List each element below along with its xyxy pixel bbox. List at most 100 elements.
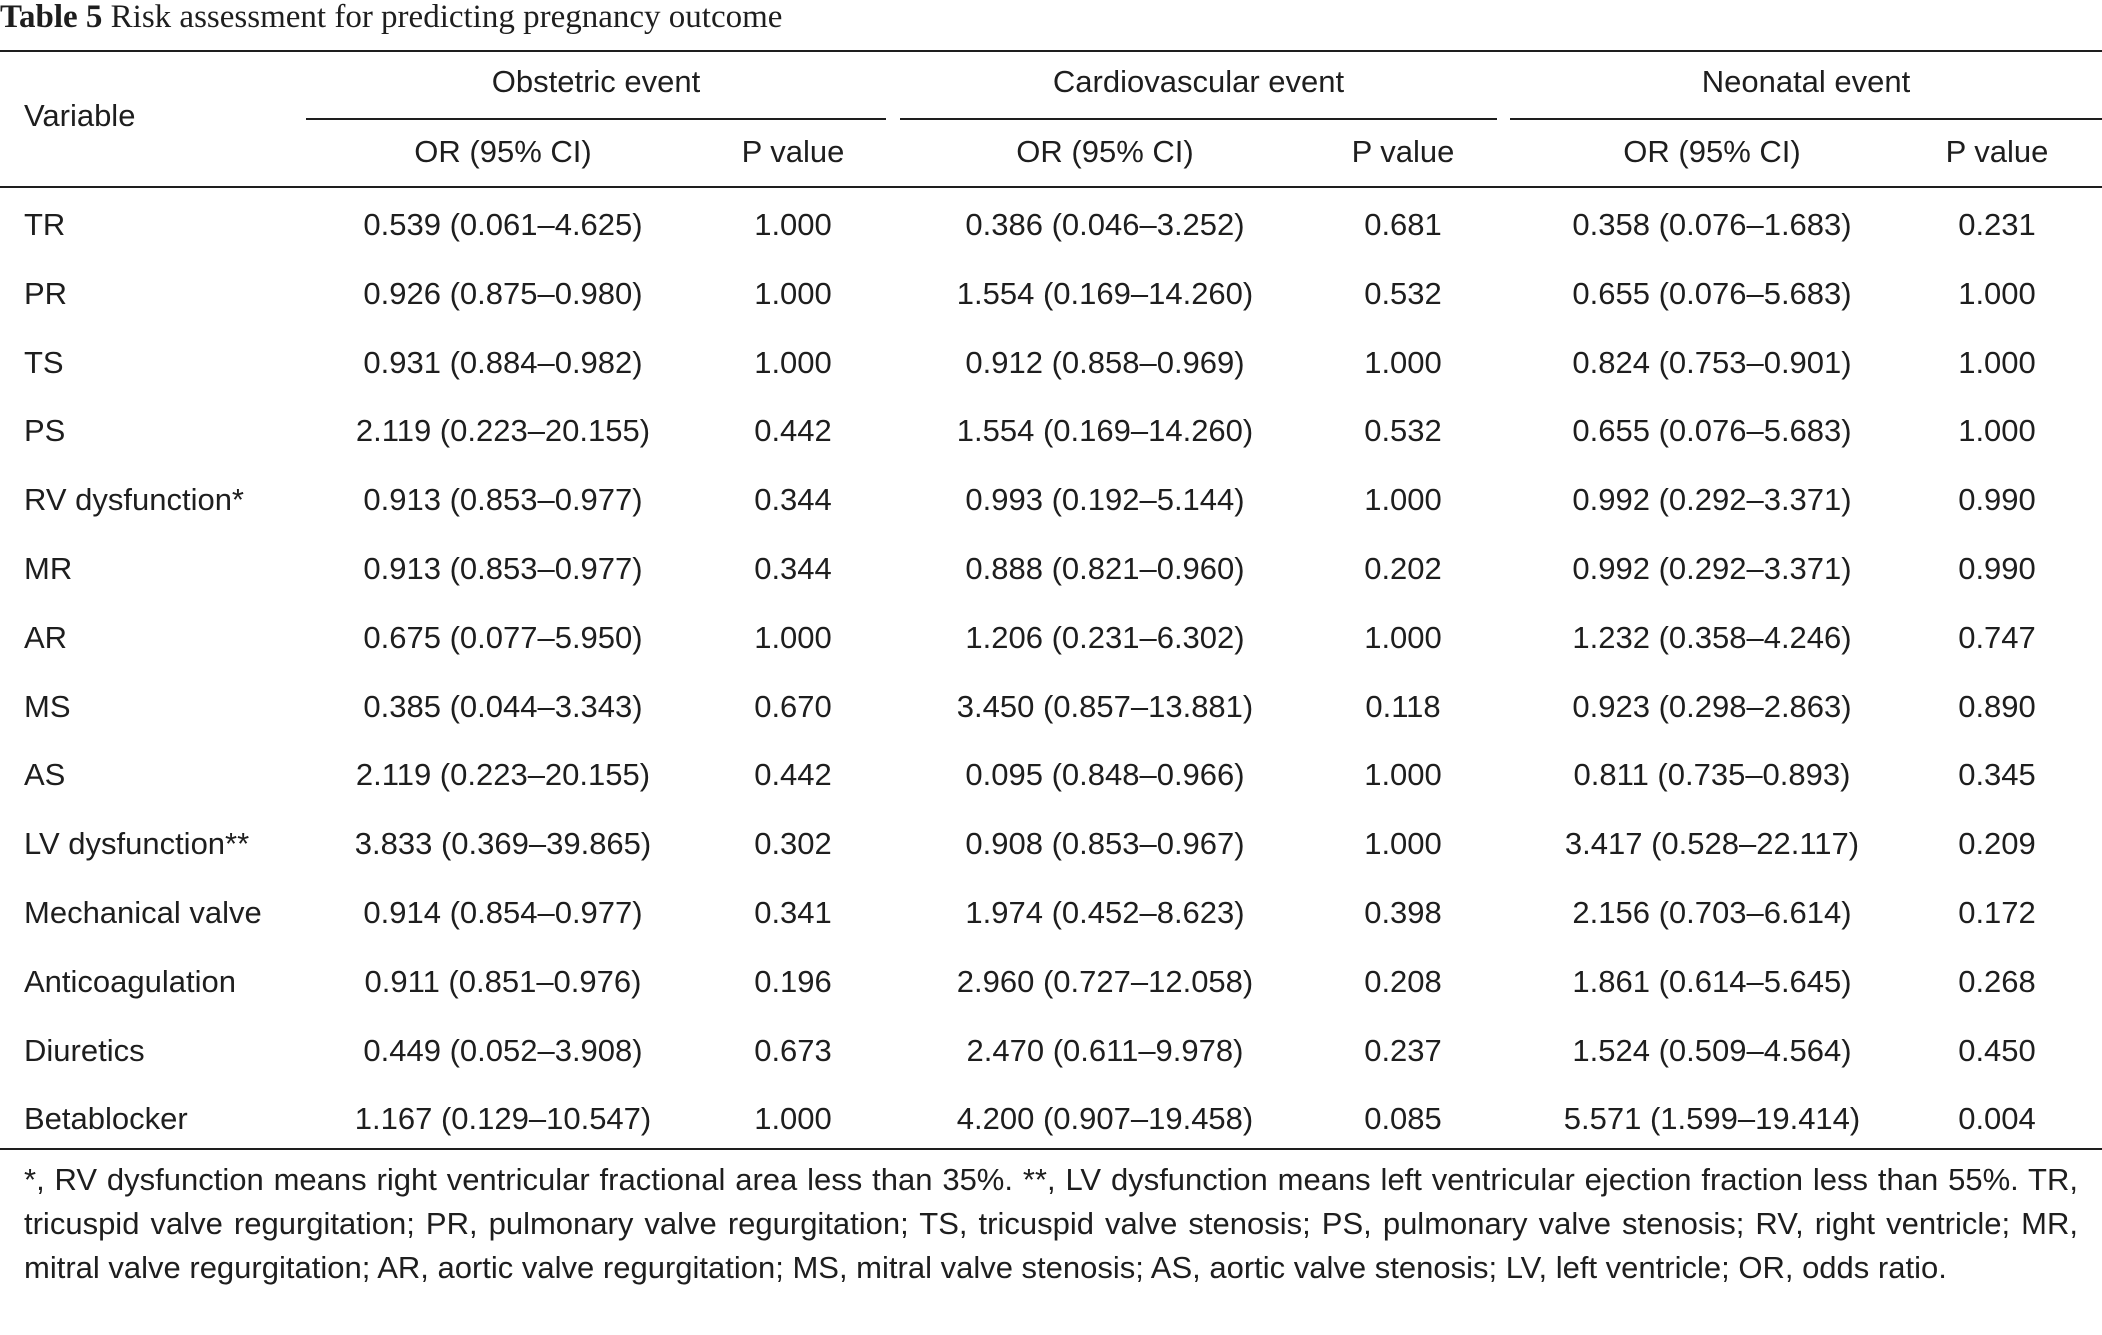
table-caption: Table 5 Risk assessment for predicting p…	[0, 0, 782, 40]
subheader-neonatal-or: OR (95% CI)	[1623, 134, 1801, 169]
subheader-cardio-or: OR (95% CI)	[1016, 134, 1194, 169]
p-value-cell: 1.000	[1364, 482, 1442, 518]
or-ci-cell: 2.119 (0.223–20.155)	[355, 757, 651, 793]
or-ci-cell: 0.655 (0.076–5.683)	[1572, 275, 1852, 311]
or-ci-cell: 3.450 (0.857–13.881)	[956, 688, 1254, 724]
or-ci-cell: 1.554 (0.169–14.260)	[956, 413, 1254, 449]
p-value-cell: 0.442	[754, 757, 832, 793]
table-row: RV dysfunction* 0.913 (0.853–0.977) 0.344 0…	[0, 465, 2102, 534]
header-variable: Variable	[24, 98, 136, 133]
p-value-cell: 1.000	[754, 619, 832, 655]
or-ci-cell: 0.449 (0.052–3.908)	[363, 1032, 643, 1068]
variable-cell: MS	[24, 688, 71, 724]
or-ci-cell: 0.539 (0.061–4.625)	[363, 207, 643, 242]
or-ci-cell: 0.931 (0.884–0.982)	[363, 344, 643, 380]
or-ci-cell: 0.914 (0.854–0.977)	[363, 895, 643, 930]
subheader-obstetric-or: OR (95% CI)	[414, 134, 592, 169]
or-ci-cell: 4.200 (0.907–19.458)	[956, 1101, 1254, 1137]
variable-cell: RV dysfunction*	[24, 482, 244, 518]
p-value-cell: 0.196	[754, 963, 832, 999]
p-value-cell: 0.344	[754, 482, 832, 518]
table-row: TS 0.931 (0.884–0.982) 1.000 0.912 (0.858–0…	[0, 328, 2102, 397]
or-ci-cell: 2.960 (0.727–12.058)	[956, 963, 1254, 999]
table-row: PS 2.119 (0.223–20.155) 0.442 1.554 (0.169–…	[0, 396, 2102, 465]
or-ci-cell: 2.119 (0.223–20.155)	[355, 413, 651, 449]
p-value-cell: 1.000	[1364, 344, 1442, 380]
p-value-cell: 0.345	[1958, 757, 2036, 793]
header-group-cardiovascular: Cardiovascular event	[1052, 64, 1345, 99]
group-rule-neonatal	[1510, 118, 2102, 120]
or-ci-cell: 5.571 (1.599–19.414)	[1563, 1101, 1861, 1137]
p-value-cell: 0.085	[1364, 1101, 1442, 1137]
table-row: Anticoagulation 0.911 (0.851–0.976) 0.196 2…	[0, 947, 2102, 1016]
p-value-cell: 1.000	[754, 275, 832, 311]
p-value-cell: 1.000	[1364, 757, 1442, 793]
or-ci-cell: 1.554 (0.169–14.260)	[956, 275, 1254, 311]
p-value-cell: 1.000	[1958, 344, 2036, 380]
or-ci-cell: 1.232 (0.358–4.246)	[1572, 619, 1852, 655]
p-value-cell: 0.341	[754, 895, 832, 930]
variable-cell: TS	[24, 344, 64, 380]
p-value-cell: 1.000	[1958, 413, 2036, 449]
table-row: Betablocker 1.167 (0.129–10.547) 1.000 4.20…	[0, 1084, 2102, 1153]
top-rule	[0, 50, 2102, 52]
p-value-cell: 0.442	[754, 413, 832, 449]
variable-cell: Mechanical valve	[24, 895, 262, 930]
p-value-cell: 0.209	[1958, 826, 2036, 862]
p-value-cell: 0.670	[754, 688, 832, 724]
variable-cell: AR	[24, 619, 68, 655]
table-row: MS 0.385 (0.044–3.343) 0.670 3.450 (0.857–1…	[0, 672, 2102, 741]
p-value-cell: 0.231	[1958, 207, 2036, 242]
table-row: TR 0.539 (0.061–4.625) 1.000 0.386 (0.046–3…	[0, 190, 2102, 259]
p-value-cell: 1.000	[754, 1101, 832, 1137]
variable-cell: Diuretics	[24, 1032, 145, 1068]
bottom-rule	[0, 1148, 2102, 1150]
table-row: MR 0.913 (0.853–0.977) 0.344 0.888 (0.821–0…	[0, 534, 2102, 603]
or-ci-cell: 1.167 (0.129–10.547)	[354, 1101, 652, 1137]
table-title: Risk assessment for predicting pregnancy…	[110, 0, 783, 35]
or-ci-cell: 1.974 (0.452–8.623)	[965, 895, 1245, 930]
or-ci-cell: 0.923 (0.298–2.863)	[1572, 688, 1852, 724]
p-value-cell: 0.208	[1364, 963, 1442, 999]
or-ci-cell: 0.386 (0.046–3.252)	[965, 207, 1245, 242]
p-value-cell: 0.118	[1365, 688, 1441, 724]
p-value-cell: 1.000	[754, 344, 832, 380]
table-row: PR 0.926 (0.875–0.980) 1.000 1.554 (0.169–1…	[0, 259, 2102, 328]
or-ci-cell: 0.811 (0.735–0.893)	[1573, 757, 1851, 793]
header-rule	[0, 186, 2102, 188]
or-ci-cell: 0.913 (0.853–0.977)	[363, 551, 643, 586]
or-ci-cell: 1.861 (0.614–5.645)	[1572, 963, 1852, 999]
p-value-cell: 0.747	[1958, 619, 2036, 655]
p-value-cell: 0.532	[1364, 413, 1442, 449]
or-ci-cell: 0.993 (0.192–5.144)	[965, 482, 1245, 518]
variable-cell: AS	[24, 757, 66, 793]
or-ci-cell: 3.833 (0.369–39.865)	[354, 826, 652, 862]
or-ci-cell: 0.824 (0.753–0.901)	[1572, 344, 1852, 380]
table-footnote: *, RV dysfunction means right ventricula…	[24, 1162, 2078, 1285]
or-ci-cell: 0.913 (0.853–0.977)	[363, 482, 643, 518]
or-ci-cell: 0.926 (0.875–0.980)	[363, 275, 643, 311]
variable-cell: MR	[24, 551, 73, 586]
variable-cell: PR	[24, 275, 68, 311]
header-group-neonatal: Neonatal event	[1701, 64, 1911, 99]
p-value-cell: 0.990	[1958, 551, 2036, 586]
or-ci-cell: 0.908 (0.853–0.967)	[965, 826, 1245, 862]
p-value-cell: 0.344	[754, 551, 832, 586]
p-value-cell: 0.237	[1364, 1032, 1442, 1068]
p-value-cell: 0.268	[1958, 963, 2036, 999]
or-ci-cell: 0.992 (0.292–3.371)	[1572, 551, 1852, 586]
subheader-obstetric-p: P value	[741, 134, 845, 169]
or-ci-cell: 2.470 (0.611–9.978)	[966, 1032, 1244, 1068]
or-ci-cell: 0.655 (0.076–5.683)	[1572, 413, 1852, 449]
or-ci-cell: 0.912 (0.858–0.969)	[965, 344, 1245, 380]
or-ci-cell: 0.385 (0.044–3.343)	[363, 688, 643, 724]
p-value-cell: 1.000	[1958, 275, 2036, 311]
variable-cell: LV dysfunction**	[24, 826, 250, 862]
or-ci-cell: 0.675 (0.077–5.950)	[363, 619, 643, 655]
p-value-cell: 1.000	[1364, 826, 1442, 862]
p-value-cell: 0.172	[1958, 895, 2036, 930]
p-value-cell: 1.000	[754, 207, 832, 242]
p-value-cell: 0.202	[1364, 551, 1442, 586]
or-ci-cell: 0.992 (0.292–3.371)	[1572, 482, 1852, 518]
or-ci-cell: 0.095 (0.848–0.966)	[965, 757, 1245, 793]
